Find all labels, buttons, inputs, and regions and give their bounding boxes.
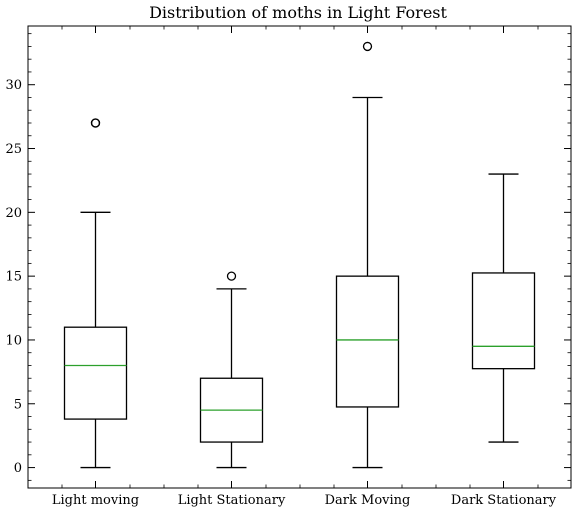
plot-area: 0 5 10 15 20 25 30 Light moving Light Stationary… [5, 26, 571, 508]
x-tick-label-dark-moving: Dark Moving [325, 493, 411, 508]
outlier-light-stationary [226, 271, 237, 281]
y-tick-label: 15 [5, 270, 22, 285]
chart-title: Distribution of moths in Light Forest [149, 3, 447, 22]
y-tick-label: 25 [5, 142, 22, 157]
outlier-dark-moving [362, 41, 373, 52]
y-tick-label: 20 [5, 206, 22, 221]
y-tick-label: 5 [14, 397, 22, 412]
box-light-moving [63, 326, 128, 420]
box-dark-moving [335, 275, 400, 408]
y-tick-label: 10 [5, 333, 22, 348]
x-tick-label-dark-stationary: Dark Stationary [451, 493, 557, 508]
y-tick-label: 0 [14, 461, 22, 476]
axes-frame [27, 25, 572, 489]
outlier-light-moving [90, 118, 101, 128]
x-tick-label-light-stationary: Light Stationary [178, 493, 286, 508]
box-dark-stationary [471, 272, 536, 370]
y-tick-label: 30 [5, 78, 22, 93]
x-tick-label-light-moving: Light moving [52, 493, 139, 508]
